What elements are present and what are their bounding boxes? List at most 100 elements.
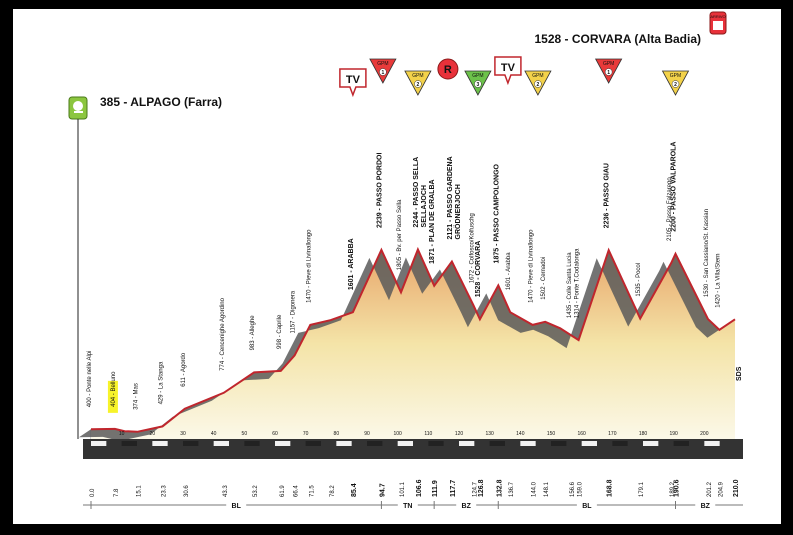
- profile-area: [79, 246, 736, 440]
- scale-number: 100: [393, 431, 402, 437]
- km-tick-label: 30.6: [184, 485, 190, 497]
- km-tick-label: 204.9: [718, 481, 724, 497]
- gpm-marker: GPM 1: [369, 58, 397, 84]
- km-tick-label: 78.2: [330, 485, 336, 497]
- gpm-marker: GPM 1: [594, 58, 623, 84]
- km-tick-label: 101.1: [400, 481, 406, 497]
- gpm-marker: GPM 3: [464, 70, 492, 96]
- restaurant-marker: R: [437, 58, 459, 80]
- scale-stripe: [244, 441, 260, 446]
- scale-stripe: [121, 441, 137, 446]
- profile-top-band: [79, 249, 735, 440]
- waypoint-label: SELLAJOCH: [421, 185, 428, 227]
- gpm-marker: GPM 2: [661, 70, 690, 96]
- waypoint-label: 611 - Agordo: [181, 352, 187, 387]
- scale-stripe: [275, 441, 291, 446]
- header-labels: 385 - ALPAGO (Farra) 1528 - CORVARA (Alt…: [100, 32, 701, 109]
- waypoint-label: 2121 - PASSO GARDENA: [447, 156, 454, 239]
- scale-stripe: [704, 441, 720, 446]
- region-label: BZ: [462, 503, 472, 510]
- scale-number: 190: [669, 431, 678, 437]
- start-flag-icon: [68, 96, 88, 439]
- scale-number: 30: [180, 431, 186, 437]
- km-tick-label: 179.1: [639, 481, 645, 497]
- km-tick-label: 159.0: [578, 481, 584, 497]
- distance-scale: 10 20 30 40 50 60 70 80 90 100 110 120 130 140 150 160 1…: [83, 431, 743, 459]
- waypoint-label: GRÖDNERJOCH: [453, 184, 462, 239]
- km-tick-label: 85.4: [351, 483, 358, 497]
- scale-stripe: [643, 441, 659, 446]
- km-tick-label: 61.9: [280, 485, 286, 497]
- region-box: [695, 500, 716, 510]
- km-tick-label: 7.8: [114, 488, 120, 497]
- region-box: [226, 500, 247, 510]
- side-label: SDS: [736, 366, 743, 381]
- finish-arrivo-icon: ARRIVO: [709, 11, 727, 35]
- gpm-cat: 2: [417, 82, 420, 88]
- waypoint-label: 1157 - Digonera: [291, 290, 297, 333]
- waypoint-label: 1601 - Arabba: [506, 252, 512, 290]
- km-tick-label: 53.2: [253, 485, 259, 497]
- gpm-cat-badge: [534, 80, 542, 88]
- km-tick-label: 71.5: [309, 485, 315, 497]
- waypoint-label: 1601 - ARABBA: [348, 238, 355, 290]
- waypoint-label: 1530 - San Cassiano/St. Kassian: [704, 209, 710, 297]
- waypoint-label: 1672 - Colfosco/Kolfuschg: [469, 213, 475, 283]
- waypoint-label: 2105 - Passo Falzarego: [667, 177, 673, 241]
- km-tick-label: 117.7: [450, 480, 457, 497]
- scale-stripe: [367, 441, 383, 446]
- scale-stripe: [213, 441, 229, 446]
- waypoint-label: 1535 - Pocol: [636, 263, 642, 297]
- scale-stripe: [336, 441, 352, 446]
- km-tick-label: 124.7: [472, 481, 478, 497]
- scale-stripe: [91, 441, 107, 446]
- km-tick-label: 126.8: [478, 479, 485, 497]
- waypoint-label: 1470 - Pieve di Livinallongo: [529, 229, 535, 303]
- profile-frame: 10 20 30 40 50 60 70 80 90 100 110 120 130 140 150 160 1…: [13, 9, 781, 524]
- gpm-cat: 3: [477, 82, 480, 88]
- tv-text: TV: [346, 74, 361, 86]
- scale-stripe: [152, 441, 168, 446]
- scale-stripe: [428, 441, 444, 446]
- waypoint-label: 983 - Alleghe: [250, 315, 256, 351]
- km-tick-label: 111.9: [432, 480, 439, 497]
- scale-number: 20: [150, 431, 156, 437]
- tv-badge: [339, 68, 367, 98]
- waypoint-label: 1420 - La Villa/Stern: [715, 254, 721, 308]
- scale-number: 160: [577, 431, 586, 437]
- km-tick-label: 168.8: [607, 479, 614, 497]
- km-tick-label: 210.0: [733, 479, 740, 497]
- tv-text: TV: [501, 62, 516, 74]
- gpm-text: GPM: [603, 61, 614, 67]
- km-tick-label: 201.2: [707, 481, 713, 497]
- waypoint-label: 1502 - Cernadoi: [541, 257, 547, 300]
- region-box: [397, 500, 418, 510]
- gpm-text: GPM: [532, 73, 543, 79]
- profile-line: [90, 246, 736, 433]
- scale-stripe: [489, 441, 505, 446]
- gpm-cat-badge: [379, 68, 387, 76]
- gpm-text: GPM: [412, 73, 423, 79]
- waypoint-label: 374 - Mas: [133, 383, 139, 410]
- scale-number: 90: [364, 431, 370, 437]
- gpm-text: GPM: [670, 73, 681, 79]
- waypoint-label: 998 - Caprile: [277, 314, 283, 349]
- profile-fill: [91, 249, 735, 439]
- scale-number: 60: [272, 431, 278, 437]
- scale-number: 130: [485, 431, 494, 437]
- waypoint-label: 1528 - CORVARA: [475, 241, 482, 298]
- region-box: [456, 500, 477, 510]
- scale-number: 120: [455, 431, 464, 437]
- waypoint-label: 404 - Belluno: [111, 371, 117, 407]
- scale-number: 150: [547, 431, 556, 437]
- stage-profile-chart: 10 20 30 40 50 60 70 80 90 100 110 120 130 140 150 160 1…: [68, 11, 743, 510]
- km-tick-label: 144.0: [532, 481, 538, 497]
- km-labels: 0.0 7.8 15.1 23.3 30.6 43.3 53.2 61.9 66.4 71.5 78…: [90, 479, 740, 497]
- region-label: BL: [232, 503, 242, 510]
- highlight-marker: [107, 380, 118, 413]
- tv-badge: [494, 56, 522, 86]
- scale-stripe: [397, 441, 413, 446]
- start-title: 385 - ALPAGO (Farra): [100, 95, 222, 109]
- km-tick-label: 23.3: [161, 485, 167, 497]
- scale-stripe: [551, 441, 567, 446]
